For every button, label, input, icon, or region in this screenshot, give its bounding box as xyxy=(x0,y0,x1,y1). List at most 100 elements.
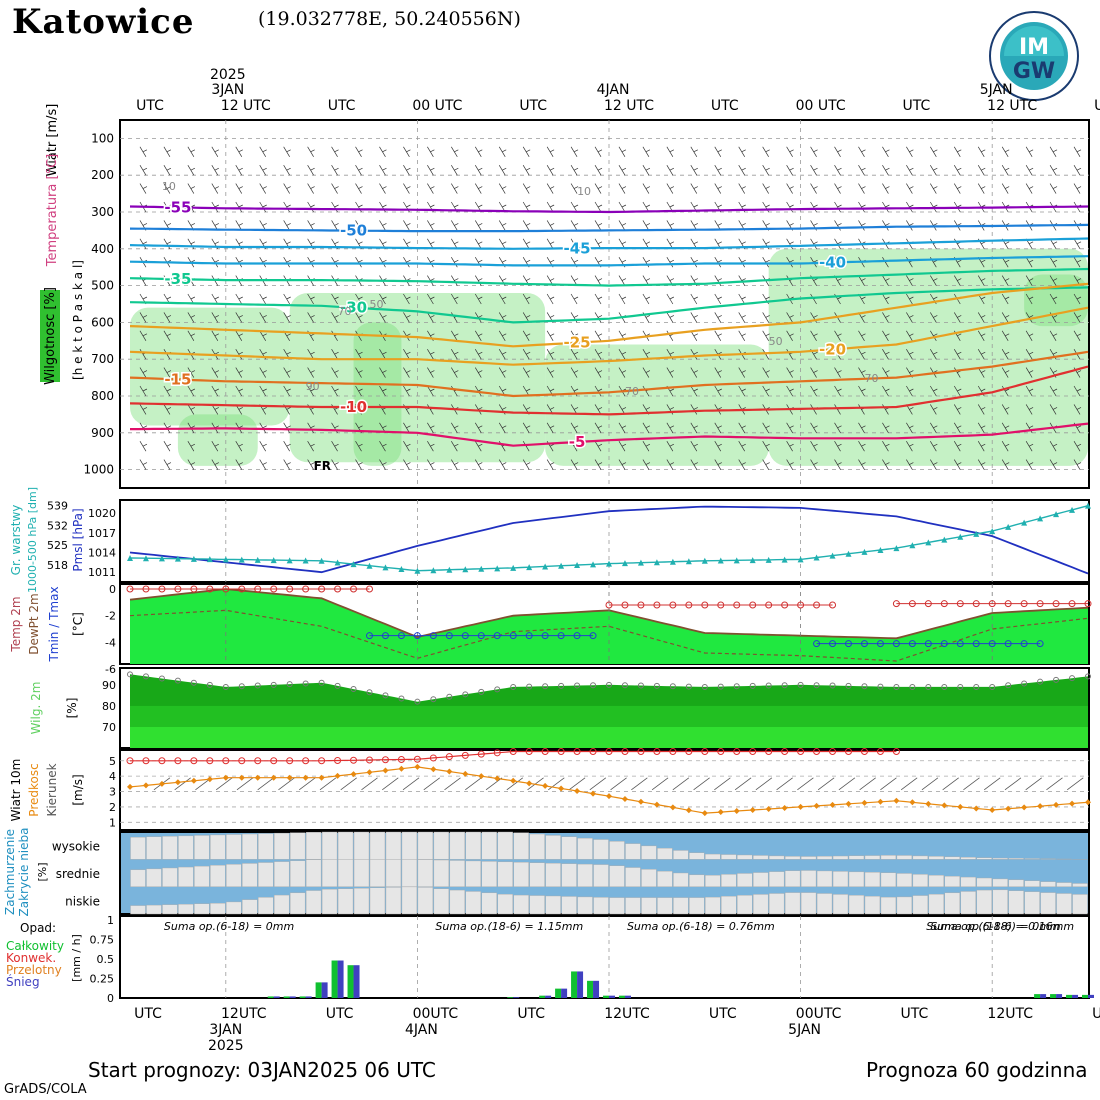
gph-marker xyxy=(510,564,517,571)
wind-barb xyxy=(307,385,315,397)
cloud-clear-bar xyxy=(465,891,481,915)
cloud-clear-bar xyxy=(753,855,769,860)
cloud-clear-bar xyxy=(976,857,992,860)
wind-barb xyxy=(546,201,555,213)
tmax-marker xyxy=(1068,600,1076,608)
cloud-clear-bar xyxy=(832,894,849,915)
wind-barb xyxy=(187,183,196,194)
wind-barb xyxy=(331,459,339,470)
cloud-clear-bar xyxy=(529,895,545,915)
isotherm-line xyxy=(129,223,1089,233)
wind-speed-marker xyxy=(861,799,868,806)
tmin-marker xyxy=(988,640,996,648)
wind-direction-mark xyxy=(983,777,1001,791)
precip-snow-bar xyxy=(273,996,280,998)
cloud-clear-bar xyxy=(848,871,865,887)
wind-barb xyxy=(570,183,579,194)
wind-barb xyxy=(762,165,770,176)
precip-sum-label: Suma op.(18-6) = 1.15mm xyxy=(435,920,583,933)
wind-barb xyxy=(690,385,698,397)
precip-tick-label: 0 xyxy=(107,992,114,1005)
wind-max-marker xyxy=(445,753,453,761)
wind-barb xyxy=(834,146,842,157)
top-year-label: 2025 xyxy=(210,67,246,83)
cloud-clear-bar xyxy=(832,855,849,860)
cloud-clear-bar xyxy=(321,859,338,887)
cloud-clear-bar xyxy=(146,868,162,887)
gph-marker xyxy=(414,567,421,574)
wind-barb xyxy=(163,165,172,176)
cloud-clear-bar xyxy=(880,872,897,887)
wind-barb xyxy=(187,385,196,397)
wind-max-marker xyxy=(669,748,677,756)
cloud-clear-bar xyxy=(896,855,913,860)
wind-direction-mark xyxy=(797,777,814,791)
wind-speed-marker xyxy=(829,801,836,808)
pmsl-tick-label: 1011 xyxy=(88,566,116,579)
wind-barb xyxy=(163,183,172,194)
tmax-marker xyxy=(1036,600,1044,608)
gph-marker xyxy=(254,556,261,563)
tmax-marker xyxy=(972,600,980,608)
wind-barb xyxy=(594,201,603,213)
wind-barb xyxy=(810,459,818,470)
cloud-clear-bar xyxy=(577,896,593,915)
cloud-clear-bar xyxy=(545,835,561,860)
gph-marker xyxy=(270,557,277,564)
wind-direction-mark xyxy=(340,777,357,791)
wind-max-marker xyxy=(461,751,469,759)
wind-barb xyxy=(1049,257,1058,268)
cloud-clear-bar xyxy=(944,875,960,887)
top-tick-label: UTC xyxy=(136,98,164,114)
wind-direction-mark xyxy=(506,777,524,791)
wind-speed-marker xyxy=(302,774,309,781)
wind-max-marker xyxy=(493,749,501,757)
humidity-contour-label: 90 xyxy=(306,380,320,393)
tmin-marker xyxy=(876,640,884,648)
wind-speed-marker xyxy=(334,772,341,779)
wind-barb xyxy=(618,441,627,452)
wind-barb xyxy=(714,367,722,378)
wind-barb xyxy=(594,330,603,341)
wind-barb xyxy=(187,441,196,452)
wind-barb xyxy=(858,275,866,286)
cloud-clear-bar xyxy=(784,870,801,887)
wind-barb xyxy=(882,275,890,286)
cloud-clear-bar xyxy=(784,856,801,860)
wind-speed-marker xyxy=(909,799,916,806)
wind-barb xyxy=(522,422,531,433)
cloud-clear-bar xyxy=(768,871,785,887)
wind-speed-marker xyxy=(845,800,852,807)
cloud-axis-label: Zachmurzenie xyxy=(3,829,17,915)
wind-barb xyxy=(882,293,890,305)
wind-speed-marker xyxy=(494,775,501,782)
bottom-tick-label: UTC xyxy=(901,1006,929,1022)
wind-max-marker xyxy=(126,757,134,765)
humidity-marker xyxy=(941,683,948,690)
wind-barb xyxy=(977,367,986,378)
gph-marker xyxy=(1037,515,1044,522)
wind-barb xyxy=(953,441,962,452)
wind-barb xyxy=(259,312,267,323)
wind-direction-mark xyxy=(631,777,648,791)
wind-barb xyxy=(666,220,675,231)
wind-max-marker xyxy=(366,756,373,764)
isotherm-line xyxy=(130,422,1089,447)
wind-barb xyxy=(451,146,459,157)
wind-direction-mark xyxy=(921,777,939,791)
top-tick-label: 12 UTC xyxy=(987,98,1037,114)
wind-barb xyxy=(690,367,698,378)
wind-barb xyxy=(786,257,794,268)
wind-barb xyxy=(235,146,243,157)
wind-barb xyxy=(451,183,459,194)
cloud-clear-bar xyxy=(816,893,833,915)
tmax-marker xyxy=(653,601,661,609)
gph-marker xyxy=(1005,523,1012,530)
tmin-marker xyxy=(829,640,837,648)
gph-marker xyxy=(574,562,581,569)
wind-barb xyxy=(977,275,986,286)
isotherm-label: -40 xyxy=(819,254,846,272)
wind-barb xyxy=(810,165,818,176)
wind-barb xyxy=(259,146,267,157)
wind-barb xyxy=(451,459,459,470)
